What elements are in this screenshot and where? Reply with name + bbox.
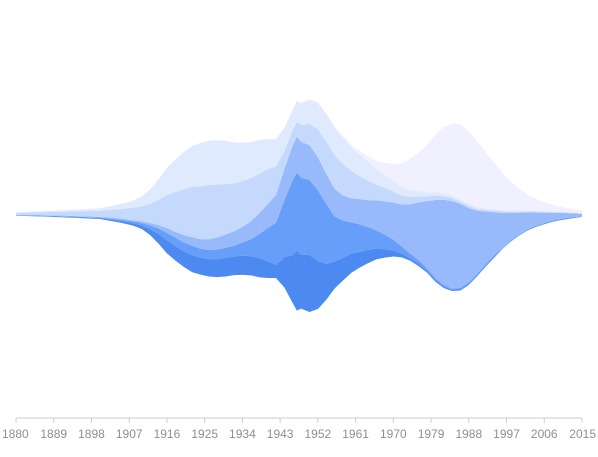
x-tick-label-1898: 1898 xyxy=(78,427,105,441)
x-axis-ticks xyxy=(15,418,583,423)
x-tick-label-1970: 1970 xyxy=(380,427,407,441)
x-axis-tick-labels: 1880 1889 1898 1907 1916 1925 1934 1943 1952 1961… xyxy=(2,427,596,441)
stream-layer-2 xyxy=(16,172,582,290)
x-tick-label-1934: 1934 xyxy=(229,427,256,441)
x-tick-label-2015: 2015 xyxy=(569,427,596,441)
x-tick-label-1988: 1988 xyxy=(455,427,482,441)
x-tick-label-1961: 1961 xyxy=(342,427,369,441)
stream-layer-5 xyxy=(16,99,582,214)
x-tick-label-1952: 1952 xyxy=(305,427,332,441)
stream-layers xyxy=(16,98,582,312)
stream-layer-6 xyxy=(16,98,582,213)
x-tick-label-1997: 1997 xyxy=(493,427,520,441)
stream-layer-3 xyxy=(16,136,582,289)
x-tick-label-1907: 1907 xyxy=(116,427,143,441)
x-tick-label-1916: 1916 xyxy=(154,427,181,441)
x-tick-label-1943: 1943 xyxy=(267,427,294,441)
x-tick-label-1979: 1979 xyxy=(418,427,445,441)
stream-layer-4 xyxy=(16,121,582,240)
x-tick-label-1880: 1880 xyxy=(2,427,29,441)
x-tick-label-1889: 1889 xyxy=(40,427,67,441)
stream-layer-1 xyxy=(16,215,582,312)
x-tick-label-2006: 2006 xyxy=(531,427,558,441)
x-tick-label-1925: 1925 xyxy=(191,427,218,441)
